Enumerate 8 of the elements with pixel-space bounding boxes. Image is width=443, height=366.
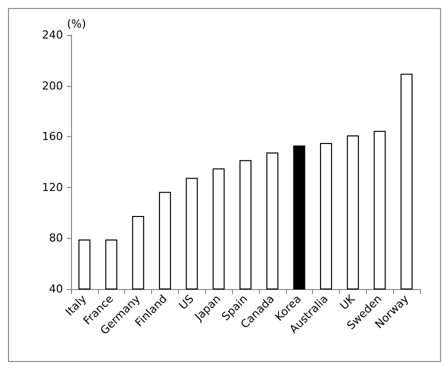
y-tick-label: 200 [42, 79, 63, 92]
y-tick-label: 40 [49, 282, 63, 296]
y-tick-label: 240 [42, 28, 63, 42]
y-tick-label: 80 [49, 232, 63, 245]
x-tick-label: US [176, 292, 196, 312]
y-tick-label: 160 [42, 130, 63, 144]
y-axis-title: (%) [67, 18, 86, 31]
y-tick-label: 120 [42, 180, 63, 194]
